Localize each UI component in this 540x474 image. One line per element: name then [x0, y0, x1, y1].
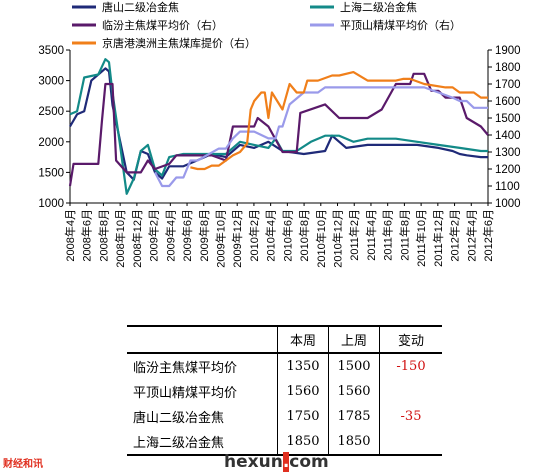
x-tick-label: 2008年6月	[80, 209, 94, 262]
row-this-week: 1750	[277, 404, 329, 429]
hexun-brand-logo[interactable]: hexun.com	[224, 452, 329, 472]
series-line	[68, 72, 489, 187]
table-header-this-week: 本周	[277, 325, 329, 354]
x-tick-label: 2012年4月	[464, 209, 478, 262]
row-name: 平顶山精煤平均价	[127, 379, 278, 404]
table-header-row: 本周 上周 变动	[127, 325, 442, 354]
row-name: 唐山二级冶金焦	[127, 404, 278, 429]
row-this-week: 1350	[277, 353, 329, 379]
right-tick-label: 1900	[495, 45, 521, 57]
series-line	[154, 86, 488, 188]
row-name: 临汾主焦煤平均价	[127, 353, 278, 379]
x-tick-label: 2010年12月	[331, 209, 345, 268]
right-tick-label: 1800	[495, 62, 521, 74]
hexun-finance-logo: 财经和讯	[3, 459, 43, 470]
x-tick-label: 2009年12月	[230, 209, 244, 268]
table-row: 唐山二级冶金焦 1750 1785 -35	[127, 404, 442, 429]
left-tick-label: 2500	[38, 106, 64, 118]
brand-dot: .	[282, 452, 290, 472]
right-tick-label: 1300	[495, 147, 521, 159]
right-tick-label: 1400	[495, 130, 521, 142]
footer: 财经和讯 hexun.com	[0, 452, 540, 474]
left-tick-label: 1000	[38, 198, 64, 210]
left-tick-label: 3500	[38, 45, 64, 57]
x-tick-label: 2009年4月	[163, 209, 177, 262]
row-change	[380, 379, 443, 404]
x-tick-label: 2008年12月	[130, 209, 144, 268]
table-row: 上海二级冶金焦 1850 1850	[127, 429, 442, 456]
left-tick-label: 3000	[38, 76, 64, 88]
x-tick-label: 2011年8月	[397, 209, 411, 261]
x-tick-label: 2011年10月	[414, 209, 428, 267]
right-tick-label: 1100	[495, 181, 520, 193]
price-chart: 1000 1500 2000 2500 3000 3500 1000 1100 1200 1300…	[38, 0, 521, 268]
right-tick-label: 1000	[495, 198, 521, 210]
legend-label: 平顶山精煤平均价（右）	[340, 18, 461, 32]
right-tick-label: 1600	[495, 96, 521, 108]
x-tick-label: 2010年10月	[314, 209, 328, 268]
table-header-blank	[127, 325, 278, 354]
right-tick-label: 1500	[495, 113, 521, 125]
row-name: 上海二级冶金焦	[127, 429, 278, 456]
left-tick-label: 2000	[38, 137, 64, 149]
right-tick-label: 1200	[495, 164, 521, 176]
x-tick-label: 2012年2月	[448, 209, 462, 262]
row-change: -150	[396, 359, 426, 374]
price-table: 本周 上周 变动 临汾主焦煤平均价 1350 1500 -150 平顶山精煤平均…	[127, 325, 442, 456]
x-tick-label: 2011年6月	[381, 209, 395, 261]
brand-tld: com	[289, 452, 329, 472]
legend-label: 临汾主焦煤平均价（右）	[102, 18, 223, 32]
row-change	[379, 429, 442, 456]
x-tick-label: 2010年2月	[247, 209, 261, 262]
row-this-week: 1850	[277, 429, 329, 456]
row-last-week: 1785	[328, 404, 380, 429]
left-tick-label: 1500	[38, 167, 64, 179]
legend-label: 上海二级冶金焦	[340, 0, 417, 14]
right-tick-label: 1700	[495, 79, 521, 91]
x-tick-label: 2009年8月	[197, 209, 211, 262]
x-tick-label: 2011年12月	[431, 209, 445, 267]
x-tick-label: 2010年6月	[280, 209, 294, 262]
row-last-week: 1850	[328, 429, 380, 456]
legend-label: 京唐港澳洲主焦煤库提价（右）	[102, 36, 256, 50]
x-tick-label: 2010年8月	[297, 209, 311, 262]
legend-label: 唐山二级冶金焦	[102, 0, 179, 14]
x-tick-label: 2012年6月	[481, 209, 495, 262]
x-tick-label: 2010年4月	[264, 209, 278, 262]
x-tick-label: 2008年8月	[96, 209, 110, 262]
x-tick-label: 2009年10月	[213, 209, 227, 268]
series-line	[190, 71, 488, 171]
x-tick-label: 2011年2月	[347, 209, 361, 261]
x-tick-label: 2008年4月	[63, 209, 77, 262]
row-this-week: 1560	[277, 379, 329, 404]
table-header-last-week: 上周	[328, 325, 380, 354]
x-tick-label: 2009年2月	[147, 209, 161, 262]
table-row: 临汾主焦煤平均价 1350 1500 -150	[127, 353, 442, 379]
x-tick-label: 2008年10月	[113, 209, 127, 268]
table-header-change: 变动	[379, 325, 442, 354]
x-tick-label: 2011年4月	[364, 209, 378, 261]
brand-name: hexun	[224, 452, 283, 472]
x-tick-label: 2009年6月	[180, 209, 194, 262]
table-row: 平顶山精煤平均价 1560 1560	[127, 379, 442, 404]
row-change: -35	[400, 409, 422, 424]
row-last-week: 1560	[328, 379, 380, 404]
row-last-week: 1500	[328, 353, 380, 379]
